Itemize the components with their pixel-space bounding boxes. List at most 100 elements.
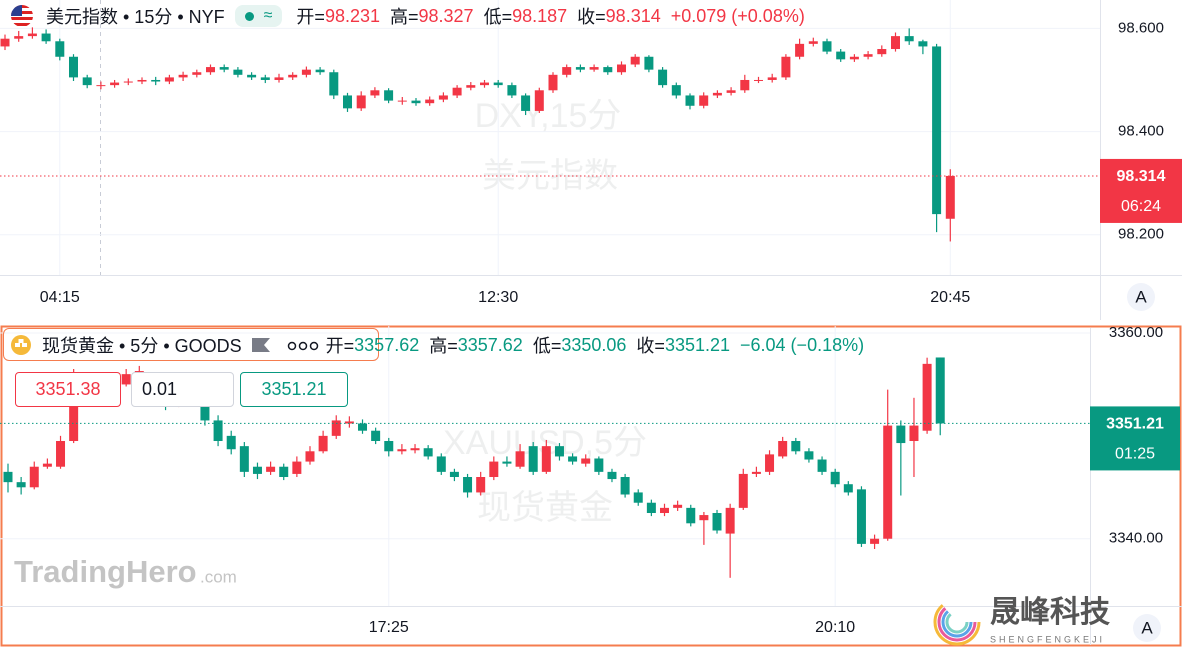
candle-body xyxy=(274,77,284,80)
candle-body xyxy=(178,74,188,78)
candle-body xyxy=(849,56,859,60)
candle-body xyxy=(493,82,503,86)
logo-cn: 晟峰科技 xyxy=(990,596,1110,629)
candle-body xyxy=(765,454,775,472)
candle-body xyxy=(767,77,777,80)
candle-body xyxy=(562,67,572,75)
candle-body xyxy=(121,374,131,385)
candle-body xyxy=(137,79,147,82)
ohlc-value: 3350.06 xyxy=(561,334,627,355)
indicator-pill[interactable]: ≈ xyxy=(234,5,283,27)
ohlc-value: 98.327 xyxy=(418,5,474,26)
candle-body xyxy=(935,357,945,424)
symbol-title[interactable]: 现货黄金 • 5分 • GOODS xyxy=(42,336,242,356)
watermark: 现货黄金 xyxy=(477,489,613,527)
candle-body xyxy=(922,363,932,431)
candle-body xyxy=(671,85,681,96)
candle-body xyxy=(356,95,366,109)
candle-body xyxy=(594,458,604,472)
candle-body xyxy=(14,36,24,39)
candle-body xyxy=(781,56,791,78)
countdown: 01:25 xyxy=(1115,446,1155,463)
button-bg xyxy=(1127,283,1155,311)
candle-body xyxy=(589,67,599,70)
more-button[interactable] xyxy=(286,335,322,355)
ohlc-label: 开= xyxy=(325,336,355,356)
candle-body xyxy=(279,466,289,478)
candle-body xyxy=(0,38,10,47)
candle-body xyxy=(27,33,37,37)
candle-body xyxy=(856,489,866,544)
ohlc-value: 98.187 xyxy=(512,5,568,26)
candle-body xyxy=(466,85,476,88)
symbol-box[interactable] xyxy=(3,328,379,361)
x-tick-label: 12:30 xyxy=(478,289,518,306)
candle-body xyxy=(863,54,873,57)
candle-body xyxy=(438,95,448,100)
candle-body xyxy=(909,425,919,442)
y-tick-label: 98.400 xyxy=(1118,123,1164,140)
candle-body xyxy=(795,43,805,57)
x-tick-label: 17:25 xyxy=(369,619,409,636)
buy-button[interactable]: 3351.21 xyxy=(240,372,348,407)
candle-body xyxy=(877,49,887,55)
candle-body xyxy=(541,446,551,472)
candle-body xyxy=(712,92,722,96)
price-label: 98.314 xyxy=(1117,168,1166,185)
candle-body xyxy=(515,451,525,467)
candle-body xyxy=(751,471,761,474)
y-tick-label: 3340.00 xyxy=(1109,530,1163,547)
ohlc-value: 3357.62 xyxy=(457,334,523,355)
candle-body xyxy=(699,515,709,521)
candle-body xyxy=(16,482,26,488)
candle-body xyxy=(213,420,223,442)
logo-icon xyxy=(933,598,981,646)
flag-button[interactable] xyxy=(250,335,280,355)
y-tick-label: 3360.00 xyxy=(1109,324,1163,341)
x-tick-label: 20:10 xyxy=(815,619,855,636)
brand: TradingHero xyxy=(14,554,197,589)
candle-body xyxy=(292,461,302,474)
candle-body xyxy=(41,33,51,42)
candle-body xyxy=(315,69,325,73)
price-label: 3351.21 xyxy=(1106,416,1164,433)
y-tick-label: 98.200 xyxy=(1118,226,1164,243)
candle-body xyxy=(896,425,906,444)
watermark: DXY,15分 xyxy=(475,97,622,135)
logo-ring xyxy=(937,602,977,642)
candle-body xyxy=(712,513,722,531)
candle-body xyxy=(151,79,161,82)
candle-body xyxy=(123,81,133,83)
candle-body xyxy=(69,56,78,78)
candle-body xyxy=(370,90,380,96)
candle-body xyxy=(344,421,354,424)
candle-body xyxy=(384,90,394,101)
candle-body xyxy=(423,448,433,457)
ohlc-value: 98.314 xyxy=(605,5,661,26)
candle-body xyxy=(200,399,210,421)
candle-body xyxy=(260,77,270,80)
symbol-title[interactable]: 美元指数 • 15分 • NYF xyxy=(46,7,225,27)
candle-body xyxy=(883,425,893,539)
candle-body xyxy=(55,41,65,57)
candle-body xyxy=(726,90,736,93)
candle-body xyxy=(932,46,942,215)
auto-scale-button[interactable]: A xyxy=(1127,283,1155,311)
candle-body xyxy=(226,435,236,450)
logo-ring xyxy=(933,598,981,646)
candle-body xyxy=(644,56,654,70)
sell-button[interactable]: 3351.38 xyxy=(15,372,121,407)
candle-body xyxy=(305,451,315,462)
candle-body xyxy=(630,56,640,65)
candle-body xyxy=(725,507,735,534)
auto-scale-button[interactable]: A xyxy=(1133,614,1161,642)
candle-body xyxy=(502,461,512,464)
candle-body xyxy=(575,67,585,70)
status-dot xyxy=(244,11,254,21)
x-tick-label: 20:45 xyxy=(930,289,970,306)
candle-body xyxy=(918,41,928,47)
candle-body xyxy=(318,435,328,452)
candle-body xyxy=(554,446,564,457)
candle-body xyxy=(620,477,630,495)
